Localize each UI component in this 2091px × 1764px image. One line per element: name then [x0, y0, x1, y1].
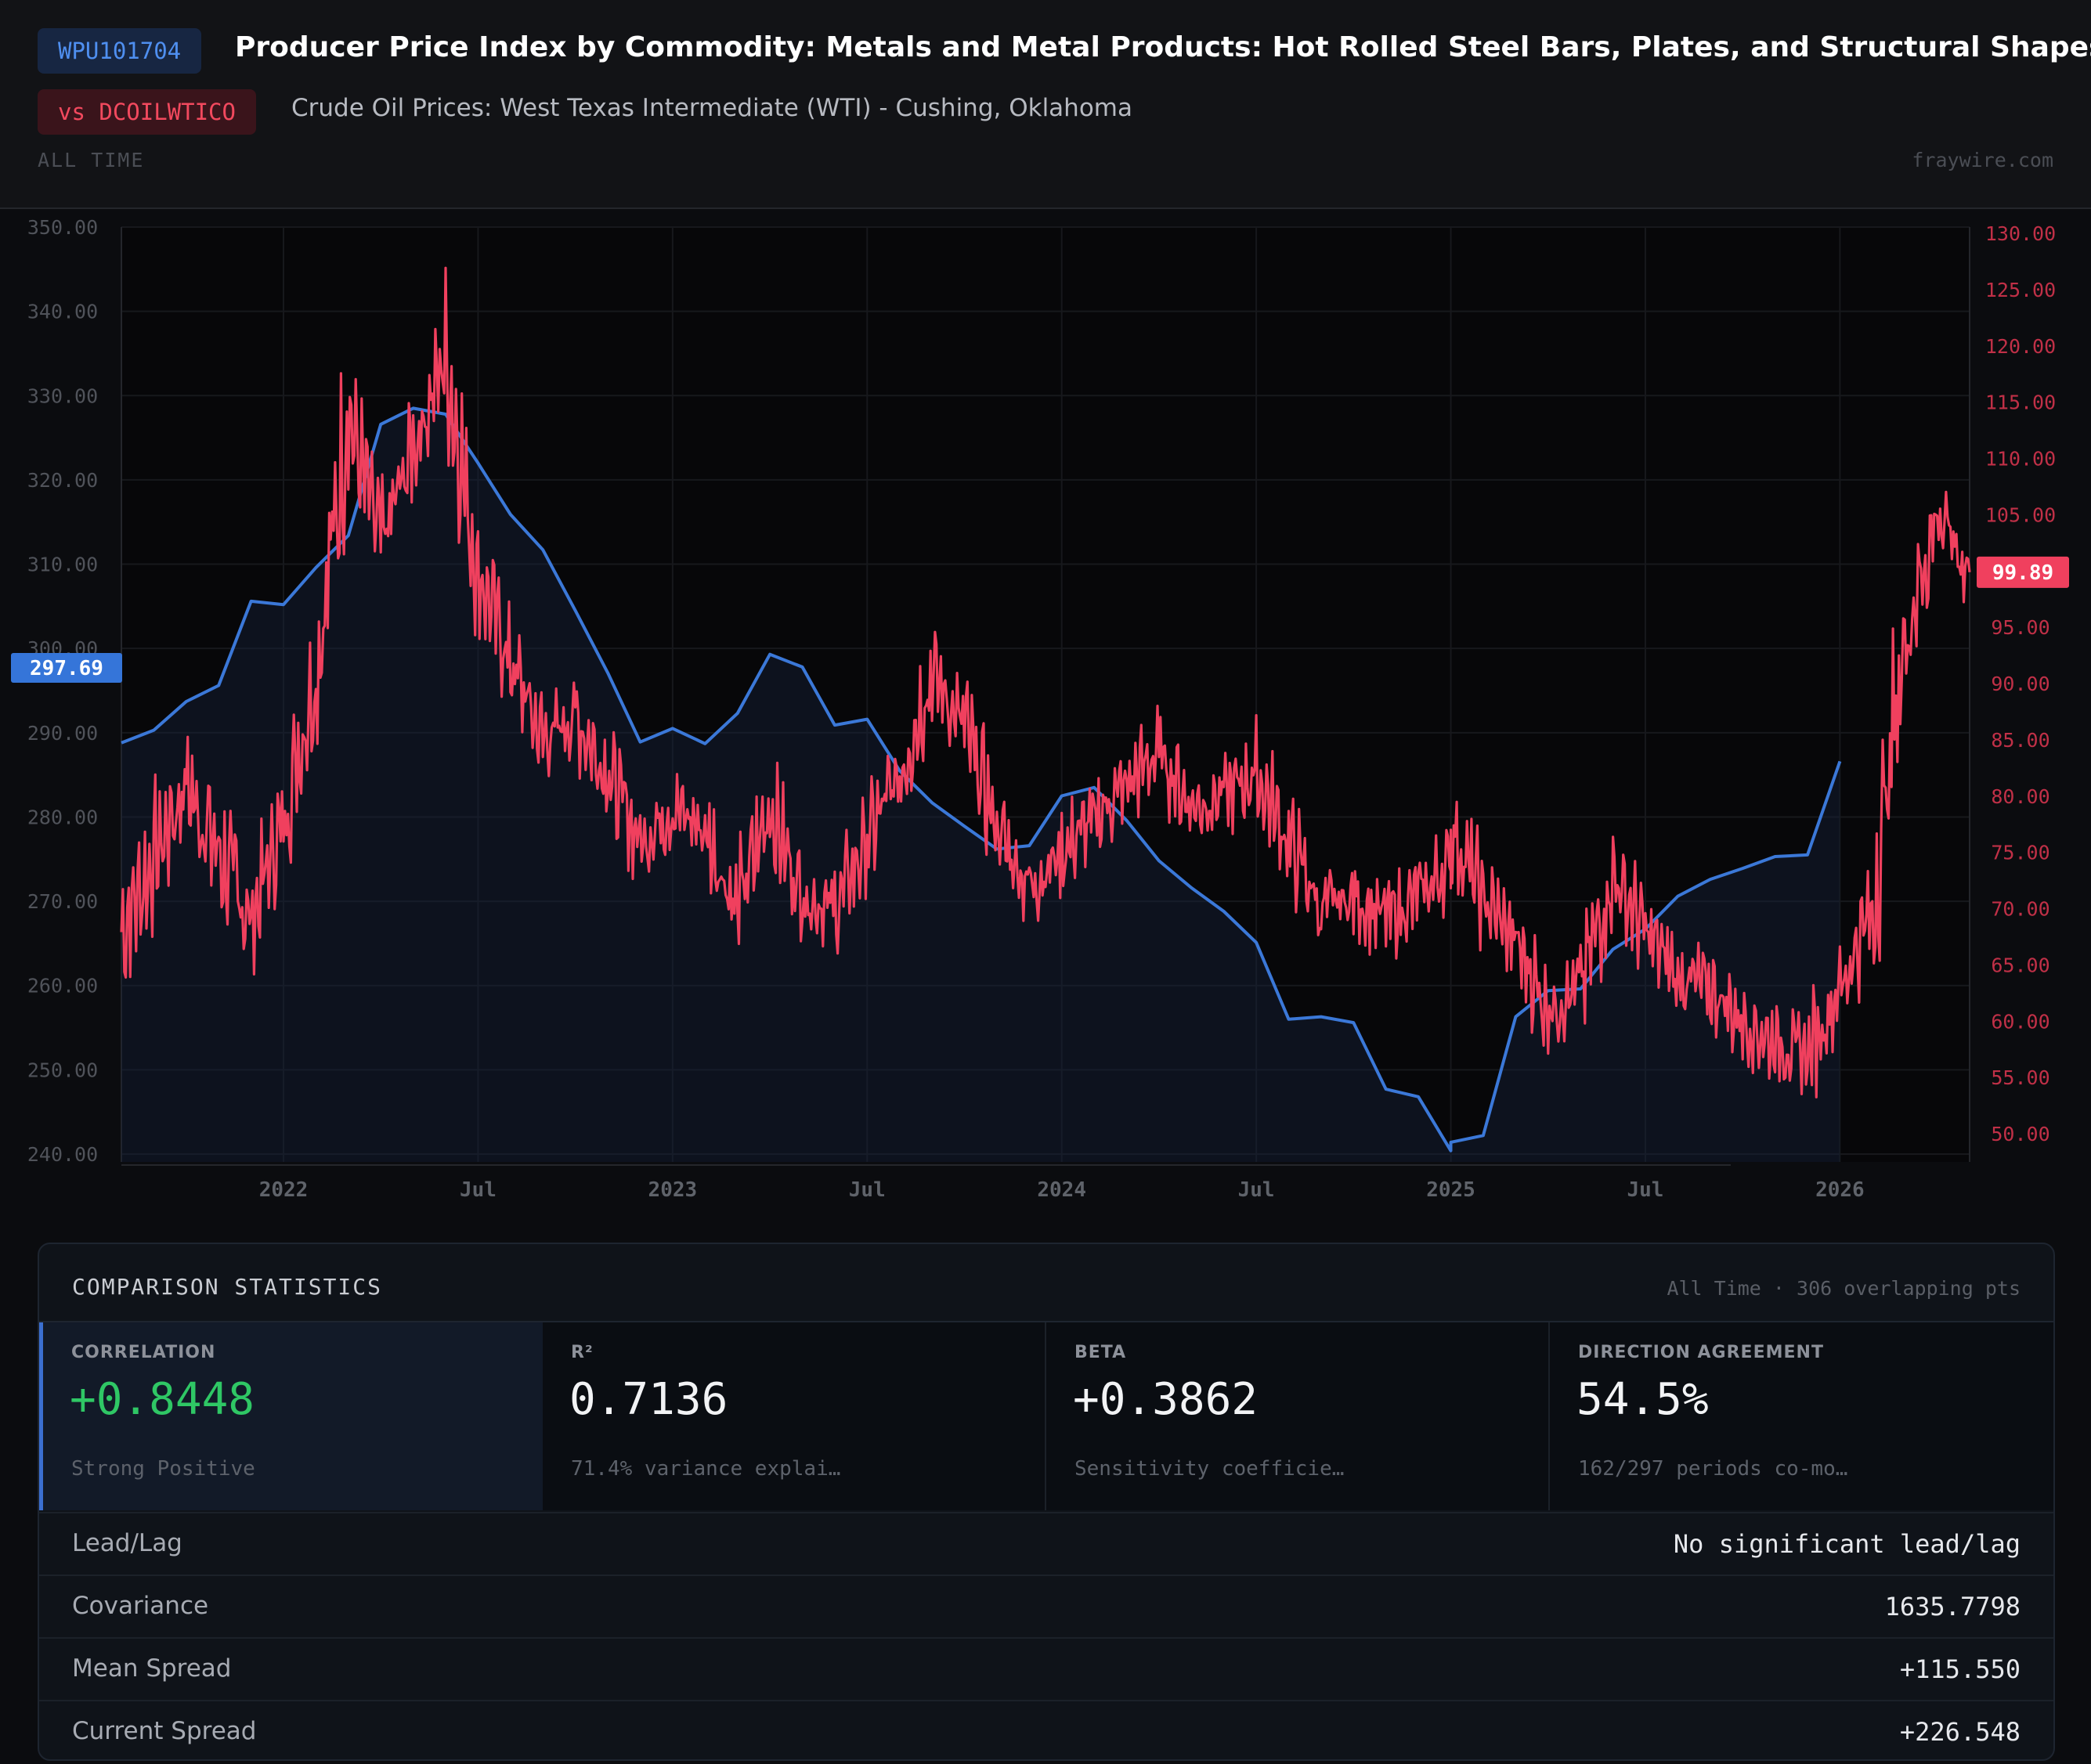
row-value: +115.550: [1899, 1654, 2021, 1684]
card-value: +0.3862: [1073, 1374, 1259, 1425]
stats-title: COMPARISON STATISTICS: [72, 1274, 383, 1300]
right-tick-label: 115.00: [1985, 391, 2056, 414]
left-tick-label: 310.00: [27, 554, 98, 576]
mean-spread-row: Mean Spread +115.550: [39, 1637, 2053, 1700]
row-value: No significant lead/lag: [1673, 1529, 2021, 1559]
right-tick-label: 60.00: [1991, 1010, 2049, 1033]
chart-header: WPU101704 Producer Price Index by Commod…: [0, 0, 2091, 209]
left-tick-label: 330.00: [27, 384, 98, 407]
time-range-label[interactable]: ALL TIME: [38, 149, 145, 171]
primary-series-line: [121, 406, 1842, 1153]
beta-card[interactable]: BETA +0.3862 Sensitivity coefficie…: [1046, 1322, 1550, 1510]
row-label: Mean Spread: [72, 1654, 232, 1683]
left-tick-label: 290.00: [27, 722, 98, 745]
stat-cards: CORRELATION +0.8448 Strong Positive R² 0…: [39, 1322, 2053, 1510]
right-tick-label: 55.00: [1991, 1066, 2049, 1089]
x-tick-label: 2025: [1426, 1178, 1475, 1202]
compare-series-title: Crude Oil Prices: West Texas Intermediat…: [291, 94, 1132, 122]
card-label: BETA: [1074, 1343, 1127, 1362]
row-value: +226.548: [1899, 1717, 2021, 1747]
stats-header: COMPARISON STATISTICS All Time · 306 ove…: [39, 1244, 2053, 1322]
primary-series-area: [121, 408, 1840, 1162]
correlation-card[interactable]: CORRELATION +0.8448 Strong Positive: [39, 1322, 547, 1510]
x-tick-label: 2022: [259, 1178, 309, 1202]
lead-lag-row: Lead/Lag No significant lead/lag: [39, 1512, 2053, 1575]
card-value: 0.7136: [569, 1374, 728, 1425]
right-tick-label: 105.00: [1985, 503, 2056, 526]
left-tick-label: 320.00: [27, 469, 98, 492]
direction-agreement-card[interactable]: DIRECTION AGREEMENT 54.5% 162/297 period…: [1550, 1322, 2053, 1510]
right-tick-label: 125.00: [1985, 279, 2056, 301]
x-tick-label: Jul: [1627, 1178, 1663, 1202]
compare-last-value-label: 99.89: [1992, 561, 2053, 585]
stats-meta: All Time · 306 overlapping pts: [1667, 1277, 2021, 1300]
row-label: Current Spread: [72, 1717, 257, 1745]
card-desc: 162/297 periods co-mo…: [1578, 1457, 1848, 1481]
row-label: Lead/Lag: [72, 1529, 182, 1557]
comparison-statistics-panel: COMPARISON STATISTICS All Time · 306 ove…: [38, 1243, 2055, 1761]
left-tick-label: 340.00: [27, 301, 98, 323]
right-tick-label: 110.00: [1985, 448, 2056, 471]
covariance-row: Covariance 1635.7798: [39, 1575, 2053, 1637]
right-tick-label: 80.00: [1991, 785, 2049, 808]
right-tick-label: 65.00: [1991, 954, 2049, 976]
stat-rows: Lead/Lag No significant lead/lag Covaria…: [39, 1512, 2053, 1759]
card-label: R²: [571, 1343, 594, 1362]
compare-last-value-tag: [1977, 556, 2069, 588]
left-tick-label: 270.00: [27, 890, 98, 913]
x-tick-label: 2026: [1815, 1178, 1865, 1202]
left-tick-label: 260.00: [27, 975, 98, 997]
right-tick-label: 90.00: [1991, 673, 2049, 695]
right-tick-label: 75.00: [1991, 842, 2049, 864]
row-value: 1635.7798: [1884, 1592, 2021, 1622]
compare-series-line: [120, 266, 1971, 1098]
x-tick-label: Jul: [849, 1178, 886, 1202]
compare-series-badge[interactable]: vs DCOILWTICO: [38, 89, 256, 135]
r-squared-card[interactable]: R² 0.7136 71.4% variance explai…: [543, 1322, 1046, 1510]
card-desc: 71.4% variance explai…: [571, 1457, 841, 1481]
card-label: CORRELATION: [71, 1343, 216, 1362]
right-tick-label: 85.00: [1991, 729, 2049, 752]
comparison-chart: 350.00340.00330.00320.00310.00300.00290.…: [11, 216, 2069, 1202]
x-tick-label: 2023: [648, 1178, 698, 1202]
right-tick-label: 50.00: [1991, 1123, 2049, 1145]
card-value: 54.5%: [1576, 1374, 1709, 1425]
left-tick-label: 250.00: [27, 1059, 98, 1081]
card-desc: Strong Positive: [71, 1457, 255, 1481]
left-tick-label: 280.00: [27, 806, 98, 828]
primary-series-title: Producer Price Index by Commodity: Metal…: [235, 31, 2091, 63]
left-tick-label: 350.00: [27, 216, 98, 239]
right-tick-label: 130.00: [1985, 222, 2056, 245]
card-value: +0.8448: [70, 1374, 255, 1425]
row-label: Covariance: [72, 1592, 209, 1620]
primary-series-badge[interactable]: WPU101704: [38, 28, 202, 74]
card-label: DIRECTION AGREEMENT: [1578, 1343, 1824, 1362]
primary-last-value-tag: [11, 653, 122, 684]
source-label: fraywire.com: [1912, 149, 2053, 171]
x-tick-label: Jul: [460, 1178, 497, 1202]
x-tick-label: 2024: [1037, 1178, 1086, 1202]
left-tick-label: 240.00: [27, 1143, 98, 1166]
primary-last-value-label: 297.69: [30, 657, 103, 680]
right-tick-label: 120.00: [1985, 335, 2056, 358]
card-desc: Sensitivity coefficie…: [1074, 1457, 1345, 1481]
current-spread-row: Current Spread +226.548: [39, 1700, 2053, 1759]
x-tick-label: Jul: [1238, 1178, 1275, 1202]
right-tick-label: 95.00: [1991, 616, 2049, 639]
right-tick-label: 70.00: [1991, 898, 2049, 921]
